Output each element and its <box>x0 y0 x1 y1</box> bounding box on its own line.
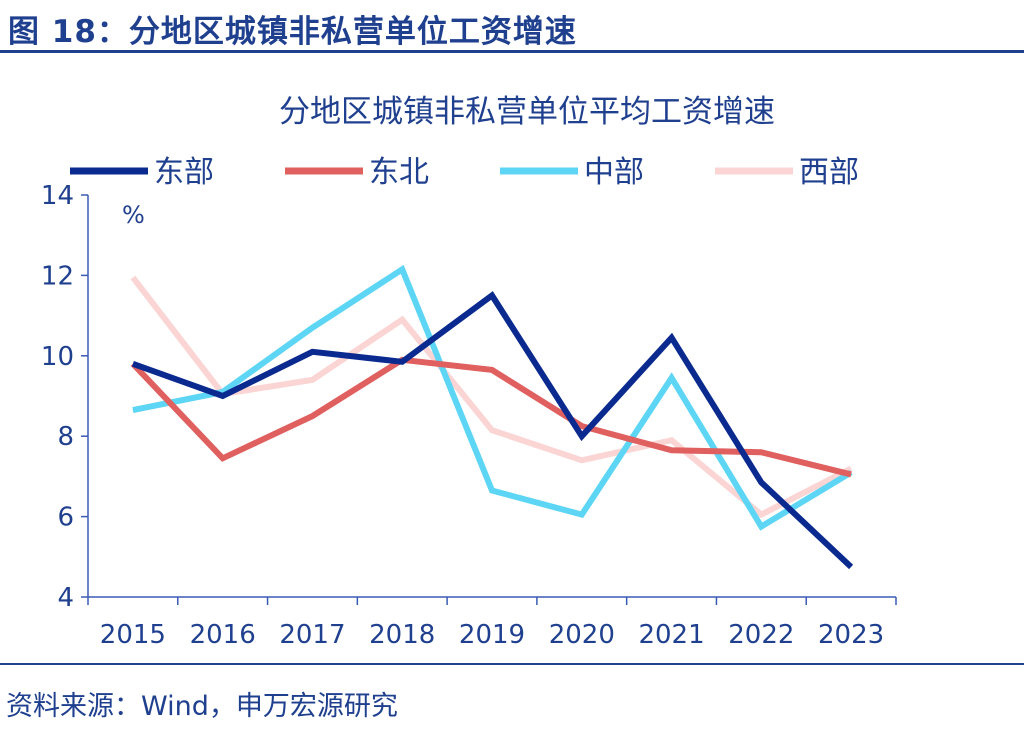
chart-legend: 东部 东北 中部 西部 <box>70 155 859 190</box>
chart-plot-area <box>130 264 854 570</box>
x-tick-label: 2022 <box>728 620 794 650</box>
y-tick-label: 4 <box>57 583 74 613</box>
legend-label-4: 西部 <box>799 155 859 190</box>
y-tick-label: 8 <box>57 422 74 452</box>
header-divider <box>0 50 1024 53</box>
x-tick-label: 2021 <box>638 620 704 650</box>
x-tick-label: 2018 <box>369 620 435 650</box>
chart-axes: 4 6 8 10 12 14% 2015 2016 2017 2018 2019 2020 2021 20… <box>41 181 897 650</box>
x-tick-label: 2017 <box>279 620 345 650</box>
series-line-1 <box>131 291 854 570</box>
source-note: 资料来源：Wind，申万宏源研究 <box>6 691 398 722</box>
x-tick-label: 2019 <box>459 620 525 650</box>
series-line-4 <box>130 275 853 519</box>
y-tick-label: 12 <box>41 261 74 291</box>
series-line-3 <box>132 264 853 531</box>
legend-label-1: 东部 <box>154 155 214 190</box>
series-line-2 <box>130 356 852 478</box>
y-axis-label: % <box>122 201 145 229</box>
legend-label-2: 东北 <box>369 155 429 190</box>
x-tick-label: 2023 <box>818 620 884 650</box>
x-tick-label: 2016 <box>190 620 256 650</box>
chart-title: 分地区城镇非私营单位平均工资增速 <box>279 94 775 130</box>
figure-label: 图 18：分地区城镇非私营单位工资增速 <box>8 14 577 50</box>
y-tick-label: 14 <box>41 181 74 211</box>
y-tick-label: 6 <box>57 503 74 533</box>
x-tick-label: 2015 <box>100 620 166 650</box>
figure-header: 图 18：分地区城镇非私营单位工资增速 <box>0 0 1024 56</box>
y-tick-label: 10 <box>41 342 74 372</box>
legend-label-3: 中部 <box>584 155 644 190</box>
x-tick-label: 2020 <box>549 620 615 650</box>
footer-divider <box>0 663 1024 665</box>
